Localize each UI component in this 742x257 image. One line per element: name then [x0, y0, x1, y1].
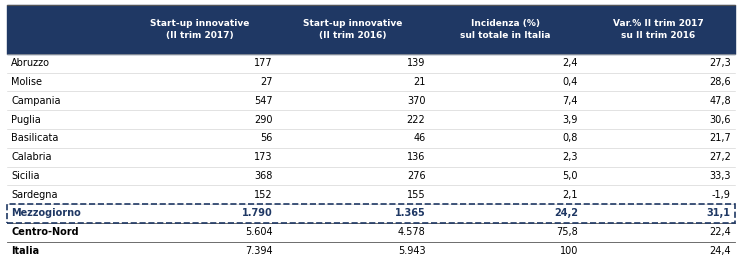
- Text: 75,8: 75,8: [556, 227, 578, 237]
- Text: 177: 177: [254, 58, 273, 68]
- Text: 24,2: 24,2: [554, 208, 578, 218]
- Text: 47,8: 47,8: [709, 96, 731, 106]
- Text: 155: 155: [407, 190, 425, 200]
- Text: 2,1: 2,1: [562, 190, 578, 200]
- Text: 4.578: 4.578: [398, 227, 425, 237]
- Text: 33,3: 33,3: [709, 171, 731, 181]
- Text: 3,9: 3,9: [562, 115, 578, 125]
- Text: 290: 290: [255, 115, 273, 125]
- Text: Start-up innovative
(II trim 2016): Start-up innovative (II trim 2016): [303, 19, 402, 40]
- Text: Italia: Italia: [11, 246, 39, 256]
- Text: 136: 136: [407, 152, 425, 162]
- Text: 222: 222: [407, 115, 425, 125]
- Text: 27,2: 27,2: [709, 152, 731, 162]
- Text: 5.943: 5.943: [398, 246, 425, 256]
- Text: 7.394: 7.394: [245, 246, 273, 256]
- Text: 28,6: 28,6: [709, 77, 731, 87]
- Text: Sicilia: Sicilia: [11, 171, 39, 181]
- Text: 21: 21: [413, 77, 425, 87]
- Text: Var.% II trim 2017
su II trim 2016: Var.% II trim 2017 su II trim 2016: [613, 19, 703, 40]
- Text: 22,4: 22,4: [709, 227, 731, 237]
- Text: Start-up innovative
(II trim 2017): Start-up innovative (II trim 2017): [151, 19, 250, 40]
- Text: 547: 547: [254, 96, 273, 106]
- Text: 27,3: 27,3: [709, 58, 731, 68]
- Text: Sardegna: Sardegna: [11, 190, 58, 200]
- Text: 152: 152: [254, 190, 273, 200]
- Text: 1.365: 1.365: [395, 208, 425, 218]
- Text: 2,4: 2,4: [562, 58, 578, 68]
- Text: 139: 139: [407, 58, 425, 68]
- Text: Campania: Campania: [11, 96, 61, 106]
- Text: 173: 173: [255, 152, 273, 162]
- Text: 56: 56: [260, 133, 273, 143]
- Text: 276: 276: [407, 171, 425, 181]
- Text: 5.604: 5.604: [245, 227, 273, 237]
- Text: 27: 27: [260, 77, 273, 87]
- Text: Incidenza (%)
sul totale in Italia: Incidenza (%) sul totale in Italia: [460, 19, 551, 40]
- Bar: [7, 204, 735, 223]
- Text: 2,3: 2,3: [562, 152, 578, 162]
- Text: 370: 370: [407, 96, 425, 106]
- Text: 368: 368: [255, 171, 273, 181]
- Text: 100: 100: [559, 246, 578, 256]
- Text: 21,7: 21,7: [709, 133, 731, 143]
- Text: 30,6: 30,6: [709, 115, 731, 125]
- Bar: [7, 5, 735, 54]
- Text: Puglia: Puglia: [11, 115, 41, 125]
- Text: 0,8: 0,8: [562, 133, 578, 143]
- Text: 0,4: 0,4: [562, 77, 578, 87]
- Text: -1,9: -1,9: [712, 190, 731, 200]
- Text: 1.790: 1.790: [242, 208, 273, 218]
- Text: Abruzzo: Abruzzo: [11, 58, 50, 68]
- Text: 31,1: 31,1: [707, 208, 731, 218]
- Text: Calabria: Calabria: [11, 152, 52, 162]
- Text: Basilicata: Basilicata: [11, 133, 59, 143]
- Text: 7,4: 7,4: [562, 96, 578, 106]
- Text: 5,0: 5,0: [562, 171, 578, 181]
- Text: 24,4: 24,4: [709, 246, 731, 256]
- Text: Mezzogiorno: Mezzogiorno: [11, 208, 81, 218]
- Text: Centro-Nord: Centro-Nord: [11, 227, 79, 237]
- Text: 46: 46: [413, 133, 425, 143]
- Text: Molise: Molise: [11, 77, 42, 87]
